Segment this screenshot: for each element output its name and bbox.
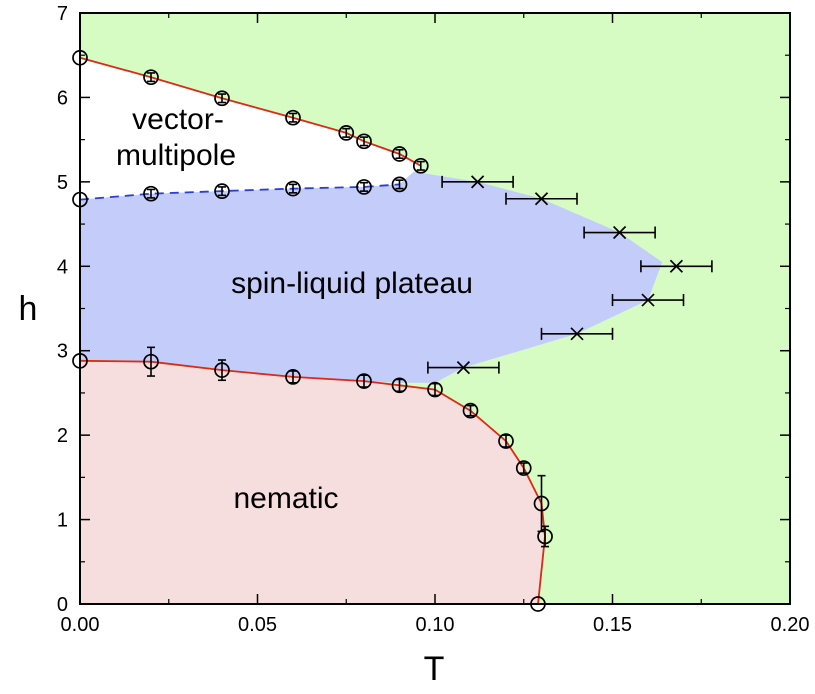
region-label-nematic: nematic: [233, 482, 338, 515]
region-label-vector-2: multipole: [116, 139, 236, 172]
y-tick-label-4: 4: [57, 256, 68, 278]
series-3-point-0: [456, 360, 471, 375]
series-0-point-4: [338, 125, 355, 141]
series-1-point-1: [143, 185, 159, 202]
series-2-point-3: [285, 369, 301, 385]
series-2-point-4: [356, 373, 372, 389]
region-spin-liquid-plateau: [80, 171, 663, 383]
x-tick-label-4: 0.20: [771, 614, 810, 636]
series-3-point-1-stroke-b: [570, 327, 584, 341]
region-label-spin-liquid: spin-liquid plateau: [231, 267, 473, 300]
y-tick-label-5: 5: [57, 172, 68, 194]
y-tick-label-2: 2: [57, 425, 68, 447]
series-3-point-5: [534, 192, 549, 206]
series-2-point-7: [462, 402, 479, 419]
series-2-point-9: [515, 460, 532, 476]
series-2-point-11: [537, 528, 553, 545]
series-2-point-6: [427, 381, 443, 398]
region-nematic: [80, 360, 545, 604]
region-labels: vector- multipole spin-liquid plateau ne…: [116, 103, 473, 515]
y-tick-label-1: 1: [57, 510, 68, 532]
series-1-point-4: [356, 179, 372, 195]
series-0-point-6: [391, 146, 408, 162]
series-3-point-2-stroke-b: [641, 293, 655, 307]
series-3-point-3-stroke-b: [669, 259, 684, 273]
x-tick-label-0: 0.00: [61, 614, 100, 636]
series-2-point-8: [498, 433, 514, 449]
series-3-point-6: [470, 175, 485, 189]
series-2-point-10: [533, 495, 550, 512]
series-0-point-3: [285, 109, 301, 126]
x-tick-label-2: 0.10: [416, 614, 455, 636]
axis-ticks: 0.00 0.05 0.10 0.15 0.20 0 1 2 3 4 5 6 7: [57, 3, 810, 636]
series-2-point-2: [214, 362, 230, 378]
x-tick-label-1: 0.05: [238, 614, 277, 636]
y-tick-label-6: 6: [57, 87, 68, 109]
region-label-vector-1: vector-: [132, 103, 224, 136]
series-1-line: [79, 183, 400, 201]
series-2-point-5: [391, 377, 408, 394]
data-series-layer: [72, 49, 713, 612]
series-1-point-3: [285, 180, 301, 197]
y-axis-title: h: [19, 290, 38, 328]
series-3-point-0-stroke-b: [456, 360, 471, 375]
region-vector-multipole: [80, 57, 421, 200]
series-3-point-4-stroke-b: [612, 225, 627, 240]
series-3-point-5-stroke-b: [534, 192, 549, 206]
series-3-point-2: [641, 293, 655, 307]
series-1-point-5: [391, 176, 408, 193]
series-3-point-3: [669, 259, 684, 273]
series-3-point-6-stroke-b: [470, 175, 485, 189]
series-1-point-2: [214, 183, 230, 199]
series-0-point-1: [143, 69, 159, 86]
series-3-point-1: [570, 327, 584, 341]
y-tick-label-0: 0: [57, 594, 68, 616]
y-tick-label-3: 3: [57, 341, 68, 363]
x-tick-label-3: 0.15: [593, 614, 632, 636]
series-0-point-2: [214, 90, 230, 107]
series-0-point-7: [412, 157, 429, 174]
series-2-point-1: [143, 353, 159, 370]
x-axis-title: T: [424, 650, 445, 688]
series-3-point-4: [612, 225, 627, 240]
series-0-point-5: [356, 133, 372, 150]
phase-regions: [80, 13, 790, 604]
y-tick-label-7: 7: [57, 3, 68, 25]
